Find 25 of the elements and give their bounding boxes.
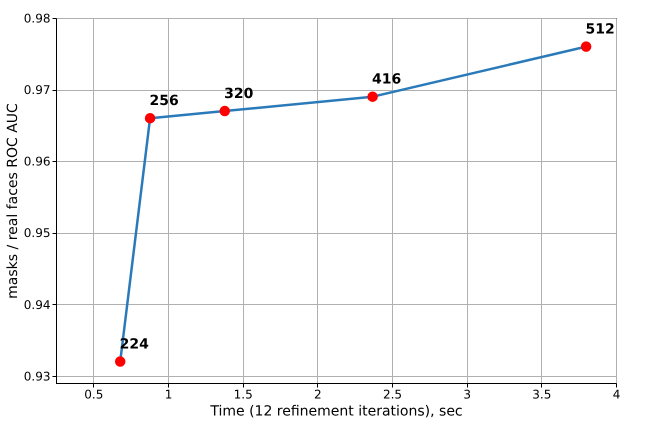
y-tick-label: 0.96 [24,154,50,169]
x-tick-label: 3.5 [532,388,552,402]
annotation: 256 [149,93,179,110]
x-tick-label: 3 [463,388,471,402]
point [144,112,156,124]
y-tick-label: 0.97 [24,83,50,98]
x-axis-title: Time (12 refinement iterations), sec [209,404,463,420]
annotation: 320 [224,86,254,102]
annotation: 512 [586,22,615,38]
y-tick-label: 0.94 [24,298,50,312]
y-tick-label: 0.95 [24,226,50,240]
x-tick-label: 2.5 [382,388,402,402]
x-tick-label: 0.5 [84,388,104,402]
x-tick-label: 1 [164,388,172,402]
y-axis-title: masks / real faces ROC AUC [4,102,21,299]
annotation: 416 [372,72,402,88]
point [580,41,592,52]
x-tick-label: 1.5 [234,388,253,402]
point [220,106,230,116]
point [367,91,378,102]
x-tick-label: 2 [314,388,322,402]
x-tick-label: 4 [612,388,620,402]
y-tick-label: 0.93 [24,369,50,384]
point [114,356,126,367]
y-tick-label: 0.98 [24,12,50,26]
